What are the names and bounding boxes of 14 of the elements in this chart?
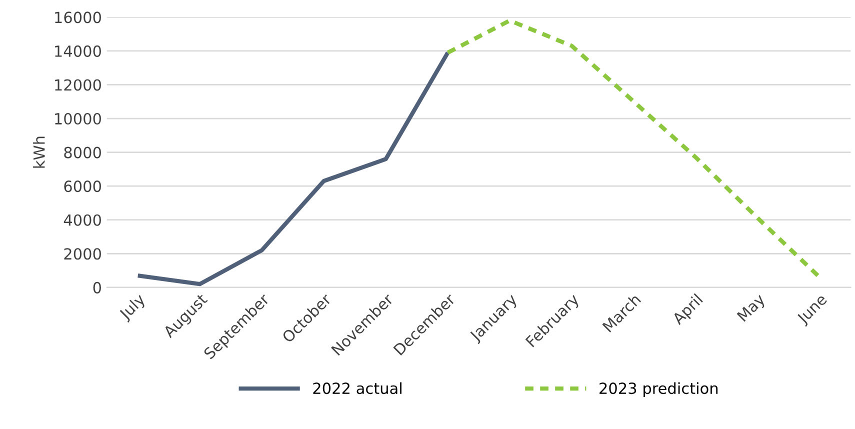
legend-label: 2022 actual [313,382,402,394]
y-tick-label: 4000 [64,214,101,226]
legend-label: 2023 prediction [600,382,718,398]
y-tick-label: 10000 [55,112,101,125]
y-tick-label: 8000 [64,146,101,158]
y-tick-label: 2000 [64,248,101,260]
y-tick-label: 0 [93,282,101,294]
y-tick-label: 6000 [64,180,101,192]
y-tick-label: 14000 [55,45,101,57]
y-tick-label: 16000 [55,12,101,24]
y-axis-title: kWh [33,136,45,168]
line-series [446,18,822,280]
y-tick-label: 12000 [55,79,101,91]
line-series [136,50,450,286]
